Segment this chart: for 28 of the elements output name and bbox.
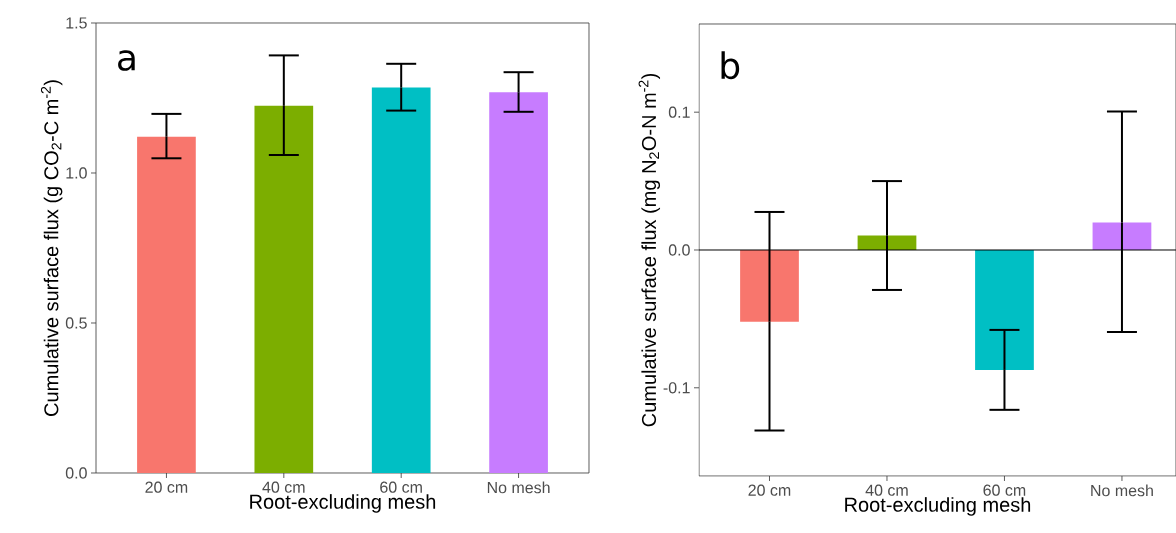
y-tick-label: 0.1	[668, 106, 690, 118]
y-tick-label: 1.0	[66, 167, 87, 179]
y-axis-title: Cumulative surface flux (mg N$_{2}$O-N m$^{-2}$)	[638, 73, 661, 427]
annotation: a	[118, 50, 135, 71]
x-tick-label: 20 cm	[748, 484, 791, 496]
bar	[1092, 222, 1152, 250]
bar	[254, 105, 314, 473]
x-tick-label: No mesh	[487, 481, 550, 494]
bar	[371, 87, 431, 473]
bar	[975, 249, 1034, 370]
x-tick-label: 60 cm	[983, 484, 1026, 496]
bar	[740, 249, 799, 322]
x-axis-title: Root-excluding mesh	[250, 494, 436, 513]
bar	[489, 92, 548, 473]
x-tick-label: 60 cm	[380, 481, 422, 493]
y-tick-label: 0.5	[65, 317, 87, 329]
annotation: b	[721, 51, 740, 80]
y-tick-label: 0.0	[65, 467, 87, 479]
x-axis-title: Root-excluding mesh	[845, 497, 1031, 516]
x-tick-label: No mesh	[1091, 484, 1153, 497]
x-tick-label: 40 cm	[262, 481, 305, 493]
y-tick-label: 1.5	[66, 17, 87, 29]
x-tick-label: 40 cm	[865, 484, 908, 496]
x-tick-label: 20 cm	[145, 481, 188, 493]
bar	[137, 136, 196, 473]
y-axis-title: Cumulative surface flux (g CO$_{2}$-C m$^{-2}$)	[40, 80, 63, 416]
y-tick-label: 0.0	[668, 244, 690, 256]
y-tick-label: -0.1	[663, 382, 690, 394]
